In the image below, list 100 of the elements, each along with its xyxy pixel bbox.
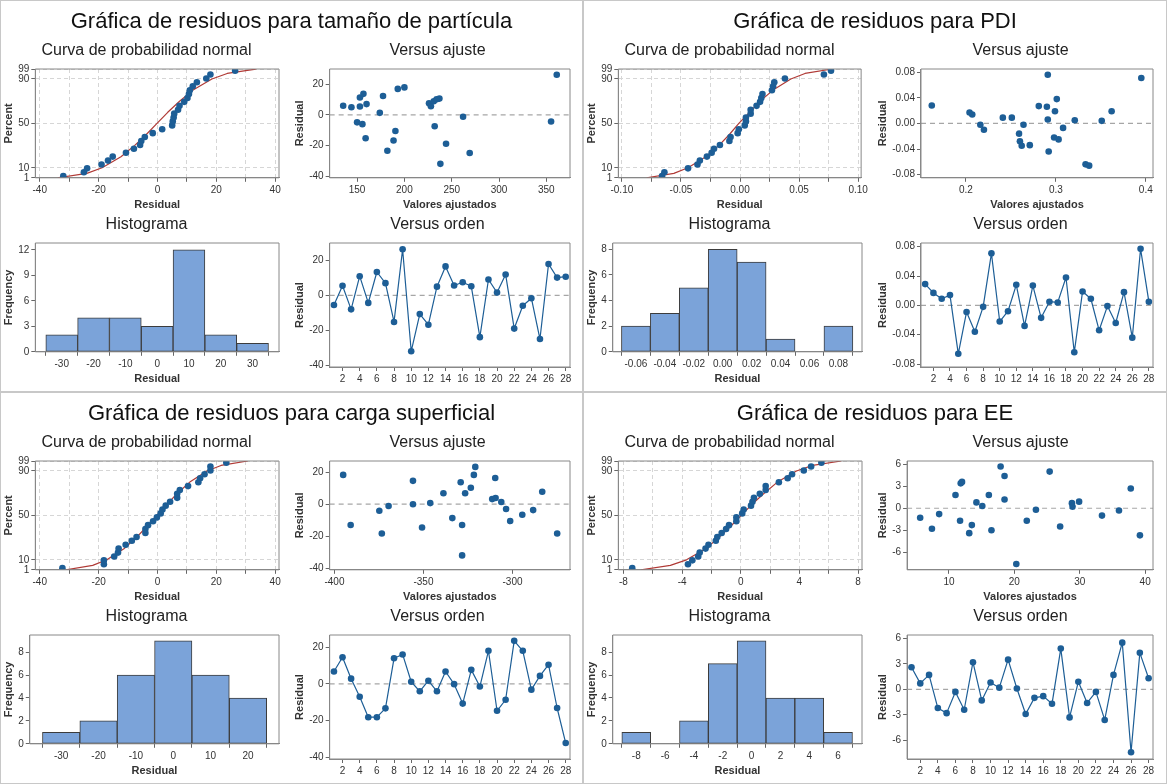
y-tick-label: 20	[312, 465, 325, 477]
point	[770, 79, 778, 86]
y-tick-label: -0.08	[892, 357, 916, 369]
point	[1020, 121, 1027, 128]
point	[735, 125, 743, 133]
point	[968, 521, 976, 529]
y-axis-title: Frequency	[1, 268, 14, 326]
y-tick-label: 0	[318, 497, 325, 509]
point	[363, 100, 370, 108]
point	[467, 283, 475, 290]
point	[980, 126, 988, 134]
y-tick-label: 0	[318, 289, 325, 301]
y-tick-label: 10	[601, 553, 613, 565]
chart-subtitle: Versus orden	[972, 606, 1069, 626]
y-tick-label: 6	[23, 294, 30, 306]
point	[476, 333, 484, 341]
point	[1046, 468, 1053, 475]
x-axis-title: Valores ajustados	[403, 590, 497, 603]
point	[353, 119, 361, 126]
x-tick-label: 40	[269, 183, 282, 195]
point	[1092, 688, 1100, 696]
point	[1023, 517, 1031, 525]
point	[519, 302, 527, 309]
x-tick-label: -4	[677, 575, 687, 587]
point	[1008, 114, 1016, 121]
point	[996, 318, 1004, 325]
y-tick-label: 0	[895, 683, 902, 695]
x-tick-label: 2	[339, 764, 346, 776]
y-axis-title: Residual	[875, 282, 888, 328]
x-tick-label: 6	[952, 764, 959, 776]
point	[1048, 700, 1056, 708]
x-tick-label: 0.08	[828, 357, 849, 369]
point	[762, 482, 769, 490]
x-tick-label: 10	[405, 372, 418, 384]
point	[1145, 675, 1152, 682]
x-tick-label: 8	[855, 575, 862, 587]
x-tick-label: 300	[490, 183, 508, 195]
point	[459, 700, 466, 707]
point	[725, 521, 733, 529]
point	[418, 524, 426, 531]
x-tick-label: 14	[1020, 764, 1032, 776]
point	[1053, 95, 1061, 103]
x-tick-label: -10	[118, 357, 134, 369]
point	[196, 474, 204, 482]
point	[115, 545, 122, 552]
point	[502, 271, 509, 278]
point	[149, 129, 157, 137]
y-tick-label: 20	[312, 254, 325, 266]
x-tick-label: 10	[994, 372, 1006, 384]
point	[356, 272, 363, 280]
point	[1083, 699, 1091, 707]
point	[1051, 107, 1059, 115]
x-tick-label: 8	[980, 372, 987, 384]
x-tick-label: 20	[1077, 372, 1089, 384]
point	[373, 713, 381, 721]
x-tick-label: 40	[1139, 575, 1152, 587]
x-tick-label: 14	[439, 372, 452, 384]
x-tick-label: 12	[422, 372, 435, 384]
point	[399, 651, 406, 658]
x-axis-title: Residual	[714, 764, 761, 777]
point	[784, 474, 791, 482]
y-tick-label: 0.08	[895, 65, 916, 77]
point	[347, 675, 355, 682]
point	[1145, 298, 1153, 305]
x-tick-label: -30	[54, 357, 70, 369]
y-tick-label: -0.08	[892, 168, 916, 180]
x-tick-label: 2	[777, 749, 784, 761]
y-tick-label: 8	[18, 645, 25, 657]
point	[376, 109, 384, 117]
point	[960, 706, 968, 714]
y-axis-title: Residual	[292, 282, 305, 328]
x-tick-label: 0	[154, 357, 161, 369]
point	[492, 494, 499, 502]
point	[934, 704, 942, 712]
x-tick-label: 4	[947, 372, 954, 384]
x-tick-label: 8	[391, 372, 398, 384]
point	[493, 707, 501, 715]
x-tick-label: -20	[91, 575, 107, 587]
point	[390, 655, 398, 662]
point	[529, 506, 537, 514]
point	[756, 490, 764, 498]
point	[750, 494, 758, 502]
point	[1136, 649, 1144, 657]
point	[988, 526, 995, 534]
y-tick-label: 4	[601, 294, 608, 306]
point	[510, 325, 518, 332]
y-axis-title: Percent	[584, 102, 597, 144]
x-tick-label: 0	[748, 749, 755, 761]
point	[201, 471, 208, 478]
point	[703, 153, 711, 160]
x-tick-label: 20	[210, 183, 223, 195]
point	[399, 245, 406, 253]
point	[449, 514, 456, 522]
point	[1035, 102, 1043, 110]
point	[1043, 103, 1051, 111]
point	[943, 709, 950, 717]
x-tick-label: 20	[1072, 764, 1085, 776]
point	[689, 557, 696, 564]
point	[979, 502, 986, 510]
point	[1136, 532, 1144, 539]
